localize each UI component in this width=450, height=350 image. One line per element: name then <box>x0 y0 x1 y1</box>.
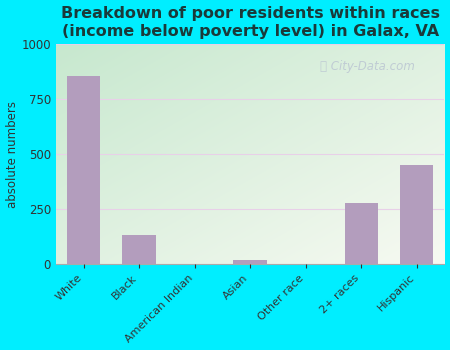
Y-axis label: absolute numbers: absolute numbers <box>5 100 18 208</box>
Bar <box>345 203 378 264</box>
Bar <box>400 165 433 264</box>
Bar <box>122 235 156 264</box>
Bar <box>67 76 100 264</box>
Title: Breakdown of poor residents within races
(income below poverty level) in Galax, : Breakdown of poor residents within races… <box>61 6 440 39</box>
Text: ⓘ City-Data.com: ⓘ City-Data.com <box>320 60 415 73</box>
Bar <box>234 260 267 264</box>
